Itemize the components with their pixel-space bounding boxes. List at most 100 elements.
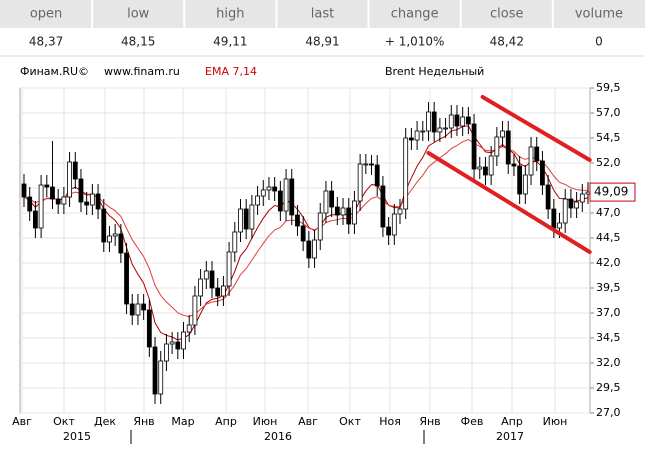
indicator: EMA 7,14: [205, 65, 257, 78]
candle-body: [574, 201, 580, 209]
y-tick-label: 42,0: [596, 256, 621, 269]
x-tick-label: Авг: [12, 415, 32, 428]
candle-body: [44, 184, 50, 188]
candle-body: [408, 137, 414, 141]
candle-body: [414, 130, 420, 141]
candle-body: [95, 193, 101, 210]
url: www.finam.ru: [104, 65, 180, 78]
trend-line: [426, 151, 592, 254]
column-header: last: [311, 7, 334, 22]
column-header: change: [391, 7, 439, 22]
y-tick-label: 37,0: [596, 306, 621, 319]
candle-body: [346, 207, 352, 225]
column-value: 48,91: [305, 35, 339, 49]
column-value: + 1,010%: [385, 35, 445, 49]
candle-body: [477, 166, 483, 170]
candle-body: [209, 270, 215, 289]
candle-body: [483, 166, 488, 176]
x-tick-label: Янв: [133, 415, 154, 428]
candle-body: [141, 303, 147, 311]
candle-body: [118, 233, 124, 254]
y-tick-label: 52,0: [596, 156, 621, 169]
column-value: 48,37: [29, 35, 63, 49]
candle-body: [249, 204, 255, 230]
candle-body: [488, 155, 494, 176]
candle-body: [129, 303, 135, 316]
current-price-label: 49,09: [594, 185, 628, 199]
candle-body: [443, 127, 448, 130]
column-header: close: [490, 7, 523, 22]
candle-body: [329, 190, 335, 208]
candle-body: [78, 178, 84, 203]
year-label: 2016: [264, 430, 292, 443]
candle-body: [158, 360, 164, 395]
candle-body: [448, 114, 454, 129]
source: Финам.RU©: [20, 65, 89, 78]
candle-body: [112, 233, 118, 237]
candle-body: [84, 201, 90, 206]
candle-body: [431, 111, 437, 133]
y-tick-label: 59,5: [596, 81, 621, 94]
candle-body: [534, 146, 540, 162]
table-header-bg: [0, 0, 645, 28]
candle-body: [357, 163, 363, 202]
x-tick-label: Дек: [94, 415, 116, 428]
candle-body: [437, 127, 443, 133]
candle-body: [89, 193, 95, 206]
candle-body: [369, 163, 374, 166]
candle-body: [522, 174, 528, 195]
column-value: 48,42: [490, 35, 524, 49]
candle-body: [454, 114, 460, 127]
candle-body: [300, 225, 306, 242]
candle-body: [289, 178, 295, 216]
candle-body: [124, 252, 129, 305]
candle-body: [460, 116, 466, 127]
candle-body: [21, 183, 27, 198]
column-value: 0: [595, 35, 603, 49]
candle-body: [363, 163, 369, 166]
candle-body: [192, 295, 198, 326]
column-header: volume: [575, 7, 623, 22]
candle-body: [500, 130, 505, 138]
candle-body: [540, 160, 545, 186]
y-tick-label: 57,0: [596, 106, 621, 119]
candle-body: [295, 214, 300, 227]
candle-body: [528, 146, 534, 176]
column-value: 48,15: [121, 35, 155, 49]
candle-body: [101, 208, 107, 243]
candle-body: [465, 116, 471, 125]
candle-body: [232, 231, 238, 253]
candle-body: [238, 208, 243, 233]
candle-body: [260, 189, 266, 197]
column-value: 49,11: [213, 35, 247, 49]
candle-body: [517, 165, 523, 195]
candle-body: [403, 137, 409, 210]
candle-body: [494, 136, 500, 157]
candle-body: [568, 198, 574, 209]
candle-body: [306, 240, 312, 259]
candle-body: [255, 195, 260, 206]
year-label: 2015: [63, 430, 91, 443]
x-tick-label: Окт: [53, 415, 75, 428]
candle-body: [169, 341, 175, 345]
candle-body: [61, 196, 67, 205]
y-tick-label: 54,5: [596, 131, 621, 144]
table-row-bg: [0, 28, 645, 56]
y-tick-label: 39,5: [596, 281, 621, 294]
year-label: 2017: [496, 430, 524, 443]
x-tick-label: Мар: [171, 415, 194, 428]
candle-body: [545, 184, 551, 210]
x-tick-label: Фев: [461, 415, 484, 428]
candle-body: [38, 184, 44, 229]
candle-body: [67, 161, 72, 198]
ema-line: [23, 125, 589, 341]
candle-body: [203, 270, 209, 280]
candle-body: [323, 190, 329, 214]
candle-body: [198, 278, 204, 297]
candle-body: [72, 161, 78, 180]
x-tick-label: Апр: [501, 415, 523, 428]
x-tick-label: Июн: [253, 415, 278, 428]
x-tick-label: Июн: [543, 415, 568, 428]
x-tick-label: Авг: [298, 415, 318, 428]
